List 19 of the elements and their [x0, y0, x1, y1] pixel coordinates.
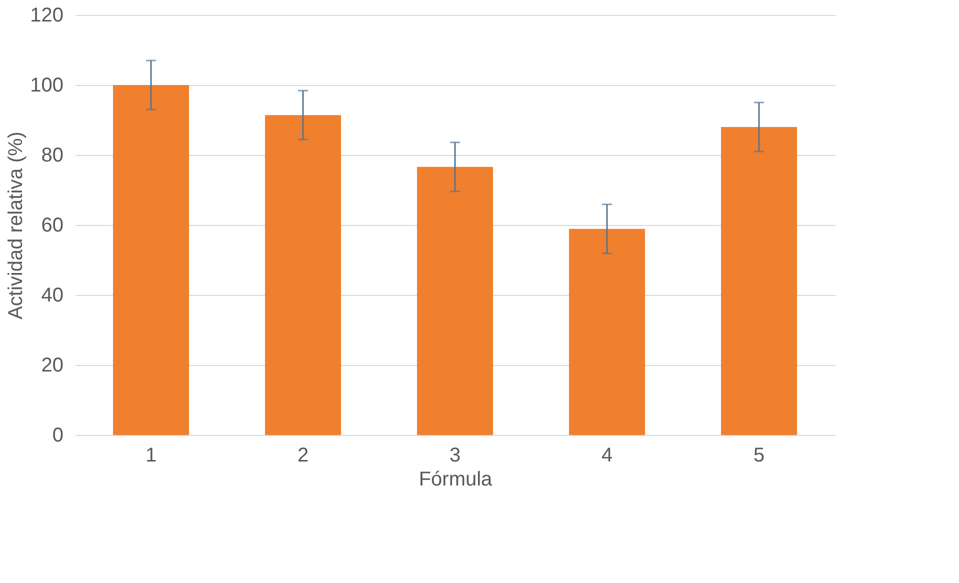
- x-axis-title: Fórmula: [418, 468, 494, 490]
- x-tick-label: 5: [753, 444, 765, 466]
- bar: [569, 228, 645, 435]
- bar: [721, 127, 797, 435]
- y-tick-label: 120: [30, 4, 64, 26]
- bar: [265, 115, 341, 435]
- y-tick-label: 100: [30, 74, 64, 96]
- y-tick-label: 60: [41, 214, 64, 236]
- x-tick-label: 3: [449, 444, 461, 466]
- x-tick-label: 2: [297, 444, 309, 466]
- y-tick-label: 20: [41, 354, 64, 376]
- y-tick-label: 40: [41, 284, 64, 306]
- bar: [417, 166, 493, 435]
- y-axis-title: Actividad relativa (%): [5, 132, 28, 320]
- bar: [113, 85, 189, 435]
- x-tick-label: 1: [145, 444, 157, 466]
- y-tick-label: 80: [41, 144, 64, 166]
- y-tick-label: 0: [52, 424, 64, 446]
- x-tick-label: 4: [601, 444, 613, 466]
